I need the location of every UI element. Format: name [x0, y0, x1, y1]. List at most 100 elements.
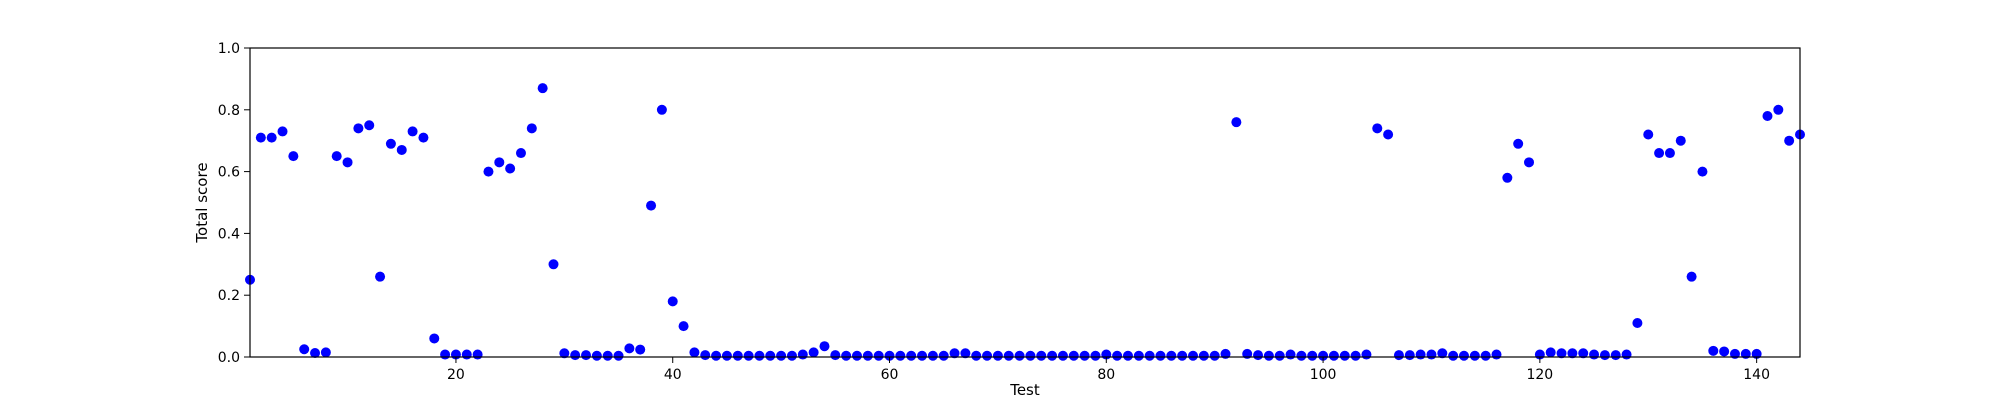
data-point [1025, 350, 1036, 361]
data-point [656, 104, 667, 115]
x-tick-label: 140 [1743, 367, 1770, 383]
data-point [797, 349, 808, 360]
data-point [1166, 350, 1177, 361]
data-point [602, 350, 613, 361]
data-point [1599, 350, 1610, 361]
data-point [1350, 350, 1361, 361]
data-point [1339, 350, 1350, 361]
data-point [1112, 350, 1123, 361]
data-point [1068, 350, 1079, 361]
data-point [299, 344, 310, 355]
data-point [1198, 350, 1209, 361]
data-point [754, 350, 765, 361]
data-point [320, 347, 331, 358]
data-point [1448, 350, 1459, 361]
data-point [472, 349, 483, 360]
y-axis-label: Total score [193, 162, 211, 243]
data-point [440, 349, 451, 360]
data-point [776, 350, 787, 361]
data-point [635, 344, 646, 355]
data-point [1491, 349, 1502, 360]
data-point [1003, 350, 1014, 361]
data-point [310, 347, 321, 358]
y-tick-label: 0.8 [218, 103, 240, 119]
data-point [581, 350, 592, 361]
data-point [1361, 349, 1372, 360]
data-point [1383, 129, 1394, 140]
data-point [1079, 350, 1090, 361]
data-point [1675, 135, 1686, 146]
data-point [1426, 349, 1437, 360]
data-point [570, 350, 581, 361]
data-point [1502, 172, 1513, 183]
data-point [526, 123, 537, 134]
data-point [1708, 345, 1719, 356]
data-point [277, 126, 288, 137]
data-point [700, 350, 711, 361]
data-point [1177, 350, 1188, 361]
data-point [1188, 350, 1199, 361]
data-point [385, 138, 396, 149]
data-point [353, 123, 364, 134]
data-point [862, 350, 873, 361]
plot-area-frame [249, 47, 1801, 358]
data-point [1209, 350, 1220, 361]
x-tick-label: 20 [447, 367, 465, 383]
data-point [505, 163, 516, 174]
data-point [418, 132, 429, 143]
data-point [982, 350, 993, 361]
data-point [971, 350, 982, 361]
data-point [1762, 110, 1773, 121]
data-point [1773, 104, 1784, 115]
data-point [906, 350, 917, 361]
data-point [1524, 157, 1535, 168]
data-point [1047, 350, 1058, 361]
data-point [917, 350, 928, 361]
data-point [938, 350, 949, 361]
data-point [1458, 350, 1469, 361]
x-tick-label: 120 [1526, 367, 1553, 383]
data-point [689, 347, 700, 358]
y-axis-ticks: 0.0 0.2 0.4 0.6 0.8 1.0 [218, 41, 250, 366]
data-point [808, 347, 819, 358]
data-point [1318, 350, 1329, 361]
data-point [591, 350, 602, 361]
data-point [711, 350, 722, 361]
data-point [1155, 350, 1166, 361]
data-point [1253, 350, 1264, 361]
data-point [461, 349, 472, 360]
data-point [841, 350, 852, 361]
data-point [1133, 350, 1144, 361]
data-point [1285, 349, 1296, 360]
data-point [1545, 347, 1556, 358]
data-point [732, 350, 743, 361]
data-point [375, 271, 386, 282]
data-point [1328, 350, 1339, 361]
data-point [895, 350, 906, 361]
data-point [1664, 148, 1675, 159]
data-point [1632, 318, 1643, 329]
data-point [765, 350, 776, 361]
data-point [851, 350, 862, 361]
data-point [960, 348, 971, 359]
data-point [537, 83, 548, 94]
data-point [927, 350, 938, 361]
data-point [1480, 350, 1491, 361]
y-tick-label: 0.2 [218, 288, 240, 304]
data-point [1513, 138, 1524, 149]
data-point [1296, 350, 1307, 361]
data-point [1231, 117, 1242, 128]
data-points [245, 83, 1805, 361]
data-point [1556, 348, 1567, 359]
data-point [1014, 350, 1025, 361]
x-tick-label: 80 [1097, 367, 1115, 383]
x-tick-label: 100 [1310, 367, 1337, 383]
data-point [1415, 349, 1426, 360]
data-point [1274, 350, 1285, 361]
data-point [1578, 348, 1589, 359]
x-tick-label: 60 [881, 367, 899, 383]
data-point [255, 132, 266, 143]
data-point [819, 341, 830, 352]
data-point [667, 296, 678, 307]
